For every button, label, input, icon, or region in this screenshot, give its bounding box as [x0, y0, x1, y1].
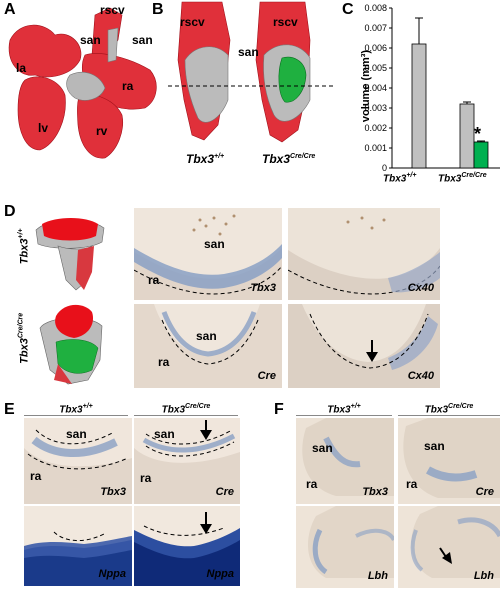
stain-tag-f1: Tbx3 [362, 486, 388, 498]
genotype-label-b-wt: Tbx3+/+ [186, 152, 225, 166]
y-tick-label: 0.003 [364, 103, 387, 113]
bar [459, 103, 475, 169]
y-tick-label: 0 [382, 163, 387, 173]
header-e-wt: Tbx3+/+ [59, 403, 93, 416]
label-ra-d3: ra [158, 355, 170, 369]
label-san-f2: san [424, 439, 445, 453]
panel-label-e: E [4, 401, 15, 418]
label-rscv-b-right: rscv [273, 15, 298, 29]
micrograph-d-cx40-mutant: Cx40 [288, 304, 440, 388]
stain-tag-f4: Lbh [473, 570, 494, 582]
panel-label-a: A [4, 1, 16, 18]
micrograph-e-nppa-mutant: Nppa [134, 506, 240, 586]
header-rule-e-mutant [134, 415, 238, 416]
san-3d-model-mutant [39, 304, 103, 385]
y-tick-label: 0.007 [364, 23, 387, 33]
y-tick-label: 0.006 [364, 43, 387, 53]
micrograph-f-lbh: Lbh [296, 506, 394, 588]
header-rule-f-mutant [398, 415, 500, 416]
stain-tag-e2: Cre [215, 486, 234, 498]
label-ra-d1: ra [148, 273, 160, 287]
bar [473, 141, 489, 169]
label-san-b: san [238, 45, 259, 59]
stain-tag-e4: Nppa [206, 568, 235, 580]
label-ra-f2: ra [406, 477, 418, 491]
label-ra-f1: ra [306, 477, 318, 491]
stain-tag-d4: Cx40 [407, 370, 434, 382]
label-la: la [16, 61, 27, 75]
panel-label-d: D [4, 203, 16, 220]
label-lv: lv [38, 121, 49, 135]
stain-tag-d2: Cx40 [407, 282, 434, 294]
micrograph-f-tbx3: san ra Tbx3 [296, 418, 394, 504]
y-tick-label: 0.008 [364, 3, 387, 13]
label-ra-a: ra [122, 79, 134, 93]
micrograph-e-tbx3: san ra Tbx3 [24, 418, 132, 504]
header-rule-f-wt [296, 415, 392, 416]
san-3d-model-wt [35, 218, 105, 291]
genotype-label-d-mutant: Tbx3Cre/Cre [17, 312, 31, 364]
label-san-a-left: san [80, 33, 101, 47]
y-tick-label: 0.004 [364, 83, 387, 93]
label-san-d1: san [204, 237, 225, 251]
stain-tag-d3: Cre [257, 370, 276, 382]
header-e-mutant: Tbx3Cre/Cre [161, 403, 211, 416]
y-tick-label: 0.001 [364, 143, 387, 153]
label-san-e1: san [66, 427, 87, 441]
stain-tag-e3: Nppa [98, 568, 127, 580]
y-tick-label: 0.002 [364, 123, 387, 133]
label-rscv-a: rscv [100, 3, 125, 17]
chart-x-label-wt: Tbx3+/+ [383, 172, 417, 185]
significance-asterisk: * [474, 124, 482, 144]
header-f-mutant: Tbx3Cre/Cre [424, 403, 474, 416]
heart-3d-reconstruction-a [8, 7, 157, 159]
micrograph-d-cre: san ra Cre [134, 304, 282, 388]
micrograph-d-tbx3: san ra Tbx3 [134, 208, 282, 300]
sinus-node-volume-chart: 0 0.001 0.002 0.003 0.004 0.005 0.006 0.007 0.00… [364, 3, 500, 173]
stain-tag-f3: Lbh [367, 570, 388, 582]
header-rule-e-wt [24, 415, 128, 416]
label-san-a-right: san [132, 33, 153, 47]
stain-tag-e1: Tbx3 [100, 486, 126, 498]
label-rv: rv [96, 124, 108, 138]
label-san-f1: san [312, 441, 333, 455]
label-san-e2: san [154, 427, 175, 441]
label-san-d3: san [196, 329, 217, 343]
chart-x-label-mutant: Tbx3Cre/Cre [438, 172, 487, 185]
header-f-wt: Tbx3+/+ [327, 403, 361, 416]
genotype-label-d-wt: Tbx3+/+ [17, 228, 31, 265]
panel-label-c: C [342, 1, 354, 18]
chart-y-axis-label: volume (mm³) [360, 49, 372, 123]
label-ra-e2: ra [140, 471, 152, 485]
panel-label-f: F [274, 401, 284, 418]
label-rscv-b-left: rscv [180, 15, 205, 29]
label-ra-e1: ra [30, 469, 42, 483]
stain-tag-d1: Tbx3 [250, 282, 276, 294]
bar [411, 43, 427, 169]
micrograph-d-cx40: Cx40 [288, 208, 440, 300]
panel-label-b: B [152, 1, 164, 18]
san-3d-reconstruction-b [168, 1, 335, 143]
micrograph-e-cre: san ra Cre [134, 418, 240, 504]
micrograph-f-cre: san ra Cre [398, 418, 500, 504]
micrograph-f-lbh-mutant: Lbh [398, 506, 500, 588]
micrograph-e-nppa: Nppa [24, 506, 132, 586]
genotype-label-b-mutant: Tbx3Cre/Cre [262, 152, 316, 166]
y-tick-label: 0.005 [364, 63, 387, 73]
stain-tag-f2: Cre [475, 486, 494, 498]
